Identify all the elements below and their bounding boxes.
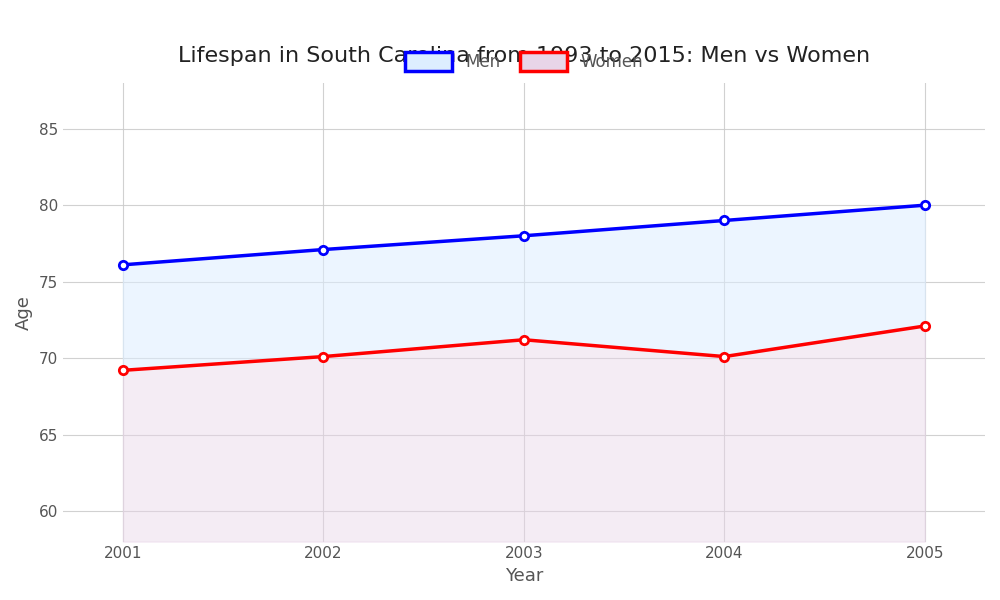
X-axis label: Year: Year [505,567,543,585]
Y-axis label: Age: Age [15,295,33,329]
Legend: Men, Women: Men, Women [398,46,649,78]
Title: Lifespan in South Carolina from 1993 to 2015: Men vs Women: Lifespan in South Carolina from 1993 to … [178,46,870,66]
